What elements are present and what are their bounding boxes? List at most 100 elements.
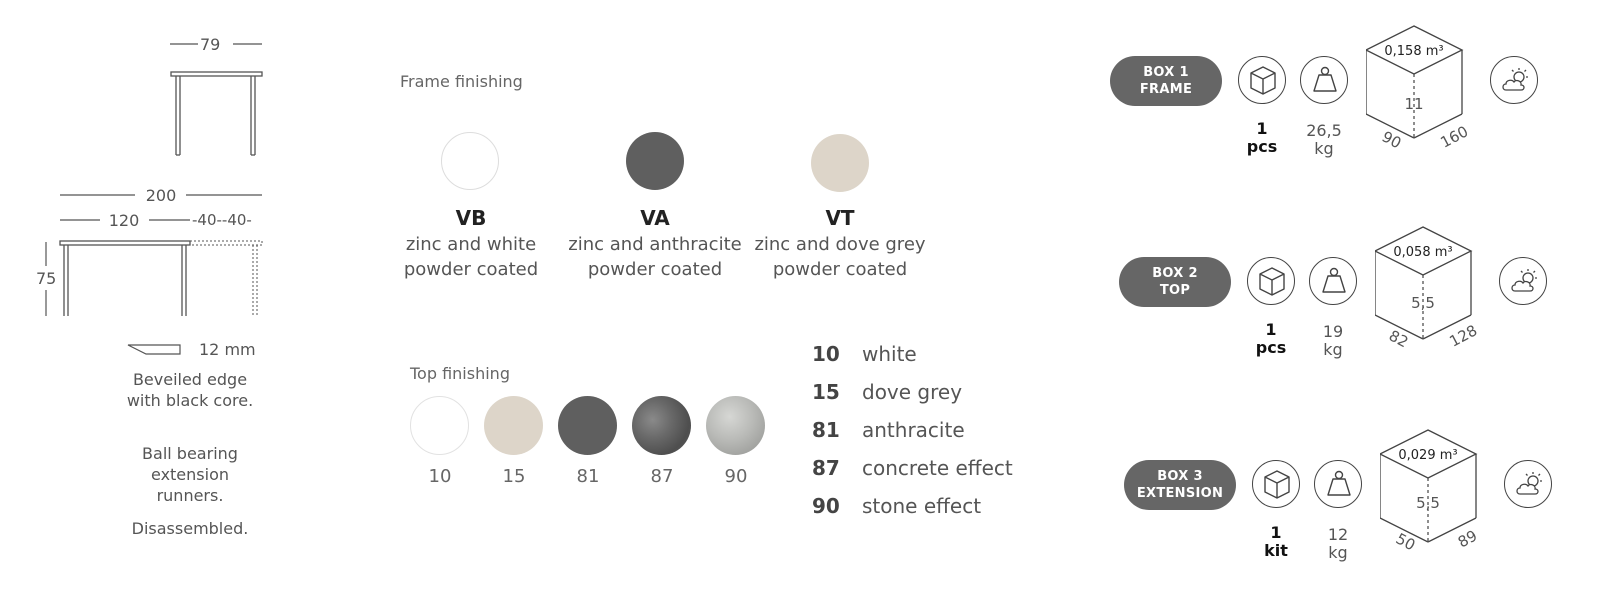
box-1-weight-value: 26,5 [1306, 121, 1342, 140]
box-2-qty-unit: pcs [1255, 338, 1287, 357]
box-2-volume-cube-icon [1375, 226, 1473, 340]
box-3-qty-unit: kit [1264, 541, 1288, 560]
frame-option-vt[interactable]: VT zinc and dove grey powder coated [750, 130, 930, 280]
weather-outdoor-icon [1499, 257, 1547, 305]
weather-outdoor-icon [1490, 56, 1538, 104]
package-icon [1238, 56, 1286, 104]
box-1-height: 11 [1404, 95, 1424, 113]
dim-total-length-label: 200 [145, 186, 177, 205]
dim-height-label: 75 [36, 269, 57, 288]
box-2-weight: 19 kg [1303, 323, 1363, 359]
box-3-qty-value: 1 [1270, 523, 1282, 542]
box-1-volume: 0,158 m³ [1384, 44, 1444, 59]
box-1-badge-line2: FRAME [1139, 82, 1193, 97]
legend-code: 87 [812, 456, 840, 480]
top-swatch-87-code: 87 [650, 466, 674, 487]
top-swatch-87[interactable]: 87 [632, 396, 692, 488]
box-3-qty: 1 kit [1246, 524, 1306, 560]
box-3-badge-line1: BOX 3 [1157, 469, 1203, 484]
legend-label: white [862, 342, 917, 366]
top-swatch-10-circle [410, 396, 469, 455]
note-beveled-edge: Beveiled edge with black core. [126, 370, 254, 410]
edge-thickness-label: 12 mm [199, 340, 256, 359]
package-icon [1247, 257, 1295, 305]
legend-code: 90 [812, 494, 840, 518]
legend-code: 10 [812, 342, 840, 366]
top-swatch-87-circle [632, 396, 691, 455]
weight-icon [1314, 460, 1362, 508]
legend-label: concrete effect [862, 456, 1013, 480]
top-swatch-81-circle [558, 396, 617, 455]
frame-swatch-va [626, 132, 684, 190]
table-drawing-lines [45, 43, 263, 355]
frame-code-va: VA [640, 206, 670, 230]
table-drawing: 79 200 120 -40--40- 75 12 mm Beveiled ed… [0, 0, 320, 603]
box-1-qty: 1 pcs [1232, 120, 1292, 156]
top-swatch-10[interactable]: 10 [410, 396, 470, 488]
top-swatch-10-code: 10 [428, 466, 452, 487]
box-2-weight-unit: kg [1323, 340, 1343, 359]
box-3-height: 5,5 [1416, 494, 1440, 512]
note-extension-runners: Ball bearing extension runners. [142, 444, 238, 505]
legend-code: 81 [812, 418, 840, 442]
box-2-volume: 0,058 m³ [1393, 245, 1453, 260]
top-swatch-15-code: 15 [502, 466, 526, 487]
frame-swatch-vb [441, 132, 499, 190]
box-2-badge: BOX 2 TOP [1119, 257, 1231, 307]
box-1-badge: BOX 1 FRAME [1110, 56, 1222, 106]
box-3-volume: 0,029 m³ [1398, 448, 1458, 463]
top-swatch-15-circle [484, 396, 543, 455]
box-1-qty-value: 1 [1256, 119, 1268, 138]
box-3-weight-value: 12 [1327, 525, 1349, 544]
dim-depth-label: 79 [200, 35, 221, 54]
frame-desc-vb-line1: zinc and white [405, 234, 537, 255]
frame-desc-va-line1: zinc and anthracite [568, 234, 742, 255]
box-1-badge-line1: BOX 1 [1143, 65, 1189, 80]
box-1-volume-cube-icon [1366, 25, 1464, 139]
box-3-badge: BOX 3 EXTENSION [1124, 460, 1236, 510]
box-3-badge-line2: EXTENSION [1136, 486, 1224, 501]
box-2-weight-value: 19 [1322, 322, 1344, 341]
top-swatch-90[interactable]: 90 [706, 396, 766, 488]
frame-desc-vb-line2: powder coated [403, 259, 539, 280]
frame-option-va[interactable]: VA zinc and anthracite powder coated [565, 130, 745, 280]
frame-desc-vt-line2: powder coated [772, 259, 908, 280]
top-swatch-15[interactable]: 15 [484, 396, 544, 488]
top-swatch-81-code: 81 [576, 466, 600, 487]
frame-desc-va-line2: powder coated [587, 259, 723, 280]
frame-finishing-title: Frame finishing [400, 72, 523, 91]
dim-main-length-label: 120 [108, 211, 140, 230]
box-1-weight-unit: kg [1314, 139, 1334, 158]
frame-code-vb: VB [455, 206, 487, 230]
box-2-qty-value: 1 [1265, 320, 1277, 339]
frame-code-vt: VT [825, 206, 855, 230]
legend-label: dove grey [862, 380, 963, 404]
legend-label: stone effect [862, 494, 982, 518]
box-3-volume-cube-icon [1380, 429, 1478, 543]
box-2-badge-line1: BOX 2 [1152, 266, 1198, 281]
box-1-group: BOX 1 FRAME 1 pcs 26,5 kg 0,158 m³ 11 90… [1110, 20, 1560, 170]
weight-icon [1309, 257, 1357, 305]
box-2-group: BOX 2 TOP 1 pcs 19 kg 0,058 m³ 5,5 82 12… [1119, 221, 1569, 371]
legend-label: anthracite [862, 418, 965, 442]
package-icon [1252, 460, 1300, 508]
top-swatch-90-code: 90 [724, 466, 748, 487]
box-1-weight: 26,5 kg [1294, 122, 1354, 158]
box-3-weight: 12 kg [1308, 526, 1368, 562]
box-2-badge-line2: TOP [1159, 283, 1191, 298]
box-1-qty-unit: pcs [1246, 137, 1278, 156]
note-disassembled: Disassembled. [131, 519, 249, 538]
legend-code: 15 [812, 380, 840, 404]
top-finishing-title: Top finishing [410, 364, 510, 383]
box-3-weight-unit: kg [1328, 543, 1348, 562]
frame-swatch-vt [811, 134, 869, 192]
weather-outdoor-icon [1504, 460, 1552, 508]
frame-desc-vt-line1: zinc and dove grey [754, 234, 926, 255]
box-2-qty: 1 pcs [1241, 321, 1301, 357]
box-3-group: BOX 3 EXTENSION 1 kit 12 kg 0,029 m³ 5,5… [1124, 424, 1574, 574]
top-swatch-90-circle [706, 396, 765, 455]
box-2-height: 5,5 [1411, 294, 1435, 312]
dim-extension-label: -40--40- [192, 211, 252, 229]
top-swatch-81[interactable]: 81 [558, 396, 618, 488]
frame-option-vb[interactable]: VB zinc and white powder coated [396, 130, 546, 280]
